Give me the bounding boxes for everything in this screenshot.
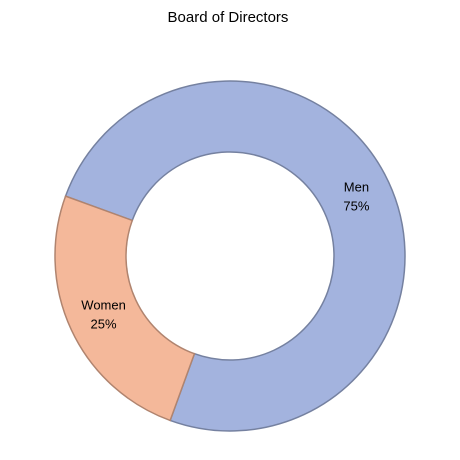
value-label: 25% (91, 316, 117, 331)
chart-title: Board of Directors (168, 9, 289, 26)
segment-label: Men (344, 179, 369, 194)
segment-label: Women (81, 297, 126, 312)
donut-segment (54, 195, 196, 422)
donut-segment (64, 80, 406, 432)
value-label: 75% (343, 198, 369, 213)
